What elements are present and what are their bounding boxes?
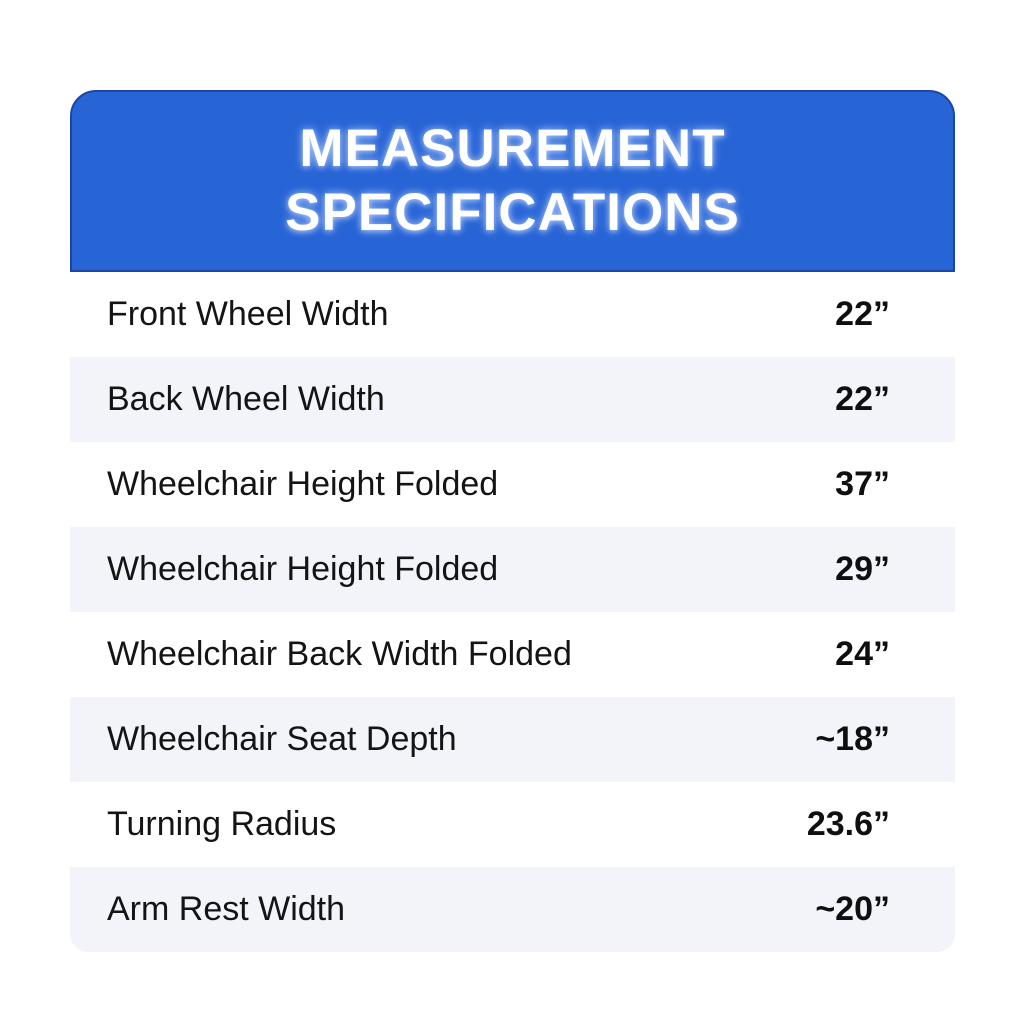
table-row: Wheelchair Back Width Folded 24” <box>70 612 955 697</box>
row-label: Turning Radius <box>107 805 337 843</box>
row-label: Arm Rest Width <box>107 890 346 928</box>
table-row: Wheelchair Height Folded 29” <box>70 527 955 612</box>
table-row: Turning Radius 23.6” <box>70 782 955 867</box>
row-value: 29” <box>835 550 890 588</box>
card-title-line1: MEASUREMENT <box>299 119 726 178</box>
row-value: 24” <box>835 635 890 673</box>
row-label: Wheelchair Height Folded <box>107 465 499 503</box>
table-row: Arm Rest Width ~20” <box>70 867 955 952</box>
card-header: MEASUREMENT SPECIFICATIONS <box>70 90 955 272</box>
row-label: Back Wheel Width <box>107 380 385 418</box>
table-row: Front Wheel Width 22” <box>70 272 955 357</box>
spec-card: MEASUREMENT SPECIFICATIONS Front Wheel W… <box>70 90 955 952</box>
row-value: 22” <box>835 295 890 333</box>
row-value: ~18” <box>815 720 890 758</box>
row-label: Wheelchair Back Width Folded <box>107 635 572 673</box>
row-label: Wheelchair Seat Depth <box>107 720 457 758</box>
card-title-line2: SPECIFICATIONS <box>285 183 740 242</box>
row-value: 37” <box>835 465 890 503</box>
table-row: Back Wheel Width 22” <box>70 357 955 442</box>
row-value: 23.6” <box>806 805 890 843</box>
table-row: Wheelchair Seat Depth ~18” <box>70 697 955 782</box>
table-row: Wheelchair Height Folded 37” <box>70 442 955 527</box>
row-value: ~20” <box>815 890 890 928</box>
row-label: Front Wheel Width <box>107 295 389 333</box>
spec-table: Front Wheel Width 22” Back Wheel Width 2… <box>70 272 955 952</box>
row-value: 22” <box>835 380 890 418</box>
row-label: Wheelchair Height Folded <box>107 550 499 588</box>
